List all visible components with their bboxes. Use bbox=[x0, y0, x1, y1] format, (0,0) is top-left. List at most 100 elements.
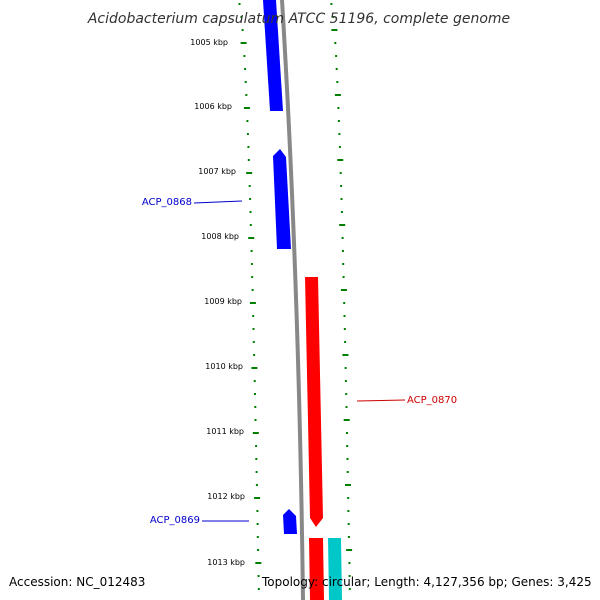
tick-mark bbox=[253, 354, 256, 356]
tick-mark bbox=[344, 380, 347, 382]
tick-mark bbox=[343, 419, 350, 421]
tick-mark bbox=[332, 16, 335, 18]
tick-mark bbox=[336, 81, 339, 83]
tick-mark bbox=[340, 211, 343, 213]
tick-mark bbox=[240, 16, 243, 18]
tick-mark bbox=[255, 445, 258, 447]
tick-mark bbox=[247, 159, 250, 161]
tick-mark bbox=[335, 55, 338, 57]
tick-mark bbox=[254, 406, 257, 408]
genome-backbone bbox=[280, 0, 305, 600]
tick-mark bbox=[330, 3, 333, 5]
tick-mark bbox=[249, 224, 252, 226]
inner-tick-track bbox=[238, 3, 262, 590]
tick-mark bbox=[338, 146, 341, 148]
tick-mark bbox=[338, 133, 341, 135]
tick-mark bbox=[254, 497, 261, 499]
tick-mark bbox=[246, 172, 253, 174]
tick-mark bbox=[253, 380, 256, 382]
tick-mark bbox=[344, 367, 347, 369]
tick-mark bbox=[240, 42, 247, 44]
tick-mark bbox=[255, 471, 258, 473]
tick-mark bbox=[249, 302, 256, 304]
tick-mark bbox=[347, 523, 350, 525]
gene-label-leader bbox=[193, 200, 243, 204]
accession-text: Accession: NC_012483 bbox=[9, 575, 146, 589]
tick-mark bbox=[243, 107, 250, 109]
tick-mark bbox=[341, 237, 344, 239]
tick-label: 1005 kbp bbox=[190, 38, 228, 47]
tick-mark bbox=[255, 484, 258, 486]
tick-label: 1007 kbp bbox=[198, 167, 236, 176]
tick-mark bbox=[238, 3, 241, 5]
tick-label: 1008 kbp bbox=[201, 232, 239, 241]
tick-mark bbox=[251, 276, 254, 278]
tick-mark bbox=[347, 497, 350, 499]
tick-label-group: 1005 kbp 1006 kbp 1007 kbp 1008 kbp 1009… bbox=[190, 38, 245, 567]
gene-feature-reverse[interactable] bbox=[283, 509, 297, 534]
tick-mark bbox=[340, 185, 343, 187]
tick-mark bbox=[345, 484, 351, 486]
tick-mark bbox=[252, 341, 255, 343]
tick-mark bbox=[255, 562, 262, 564]
tick-mark bbox=[346, 432, 348, 434]
tick-mark bbox=[246, 133, 249, 135]
tick-mark bbox=[252, 432, 259, 434]
tick-mark bbox=[348, 588, 351, 590]
gene-feature-reverse[interactable] bbox=[263, 0, 283, 111]
tick-mark bbox=[343, 328, 346, 330]
tick-mark bbox=[340, 198, 343, 200]
other-feature[interactable] bbox=[328, 538, 342, 600]
tick-mark bbox=[339, 172, 342, 174]
tick-mark bbox=[331, 29, 338, 31]
tick-label: 1006 kbp bbox=[194, 102, 232, 111]
tick-mark bbox=[335, 68, 338, 70]
tick-mark bbox=[250, 263, 253, 265]
tick-mark bbox=[245, 94, 248, 96]
tick-mark bbox=[257, 575, 260, 577]
tick-mark bbox=[243, 55, 246, 57]
tick-mark bbox=[257, 588, 260, 590]
gene-feature-reverse[interactable] bbox=[273, 149, 291, 249]
tick-mark bbox=[251, 289, 254, 291]
tick-mark bbox=[337, 120, 340, 122]
tick-mark bbox=[345, 393, 348, 395]
tick-mark bbox=[256, 536, 259, 538]
tick-mark bbox=[254, 393, 256, 395]
tick-mark bbox=[249, 198, 252, 200]
tick-mark bbox=[241, 29, 244, 31]
gene-label-acp-0870[interactable]: ACP_0870 bbox=[407, 395, 457, 406]
gene-feature-forward[interactable] bbox=[305, 277, 323, 527]
tick-mark bbox=[248, 237, 255, 239]
tick-mark bbox=[252, 328, 255, 330]
gene-feature-forward[interactable] bbox=[309, 538, 324, 600]
tick-label: 1013 kbp bbox=[207, 558, 245, 567]
tick-mark bbox=[244, 81, 247, 83]
tick-mark bbox=[346, 458, 349, 460]
tick-label: 1010 kbp bbox=[205, 362, 243, 371]
tick-mark bbox=[337, 159, 344, 161]
topology-text: Topology: circular; Length: 4,127,356 bp… bbox=[262, 575, 592, 589]
tick-mark bbox=[252, 315, 255, 317]
tick-mark bbox=[249, 211, 252, 213]
tick-mark bbox=[347, 536, 350, 538]
tick-mark bbox=[254, 419, 257, 421]
outer-tick-track bbox=[330, 3, 353, 590]
tick-mark bbox=[256, 510, 259, 512]
tick-mark bbox=[339, 224, 346, 226]
tick-mark bbox=[246, 120, 249, 122]
tick-mark bbox=[251, 367, 258, 369]
gene-label-acp-0868[interactable]: ACP_0868 bbox=[142, 197, 192, 208]
tick-label: 1009 kbp bbox=[204, 297, 242, 306]
tick-mark bbox=[244, 68, 247, 70]
diagram-title: Acidobacterium capsulatum ATCC 51196, co… bbox=[87, 11, 510, 27]
tick-label: 1012 kbp bbox=[207, 492, 245, 501]
gene-label-leader bbox=[356, 399, 406, 402]
tick-mark bbox=[342, 354, 349, 356]
tick-mark bbox=[256, 523, 259, 525]
tick-mark bbox=[247, 146, 250, 148]
gene-label-acp-0869[interactable]: ACP_0869 bbox=[150, 515, 200, 526]
tick-mark bbox=[344, 341, 347, 343]
tick-mark bbox=[255, 458, 258, 460]
tick-mark bbox=[342, 276, 345, 278]
